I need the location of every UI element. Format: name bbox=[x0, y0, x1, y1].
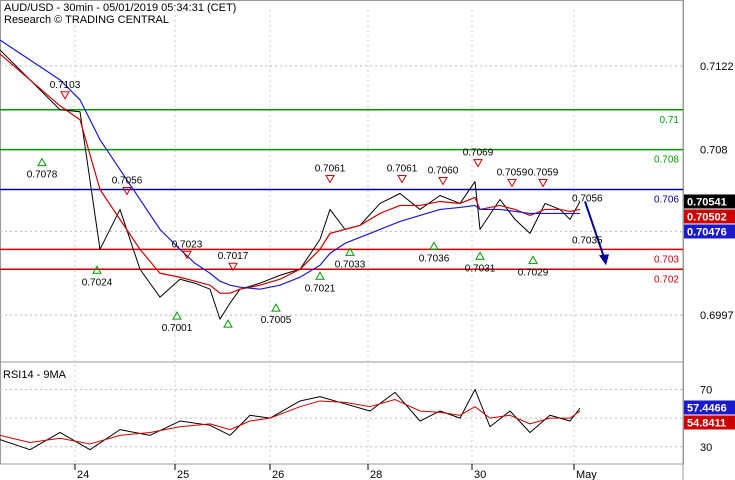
level-label: 0.708 bbox=[654, 155, 679, 166]
rsi-series-line bbox=[0, 388, 581, 451]
swing-low-label: 0.7005 bbox=[261, 315, 292, 326]
swing-low-marker bbox=[315, 271, 325, 280]
swing-high-label: 0.7023 bbox=[172, 239, 203, 250]
swing-low-label: 0.7029 bbox=[518, 267, 549, 278]
value-label: 0.7056 bbox=[572, 193, 603, 204]
swing-high-label: 0.7069 bbox=[463, 148, 494, 159]
rsi-tag-box bbox=[684, 415, 735, 430]
swing-low-label: 0.7024 bbox=[82, 277, 113, 288]
x-tick-label: 30 bbox=[474, 469, 486, 480]
swing-low-marker bbox=[429, 241, 439, 250]
rsi-tick-label: 70 bbox=[700, 384, 712, 396]
price-series-line bbox=[0, 53, 581, 294]
swing-high-marker bbox=[228, 262, 238, 272]
price-tag-text: 0.70502 bbox=[687, 211, 727, 223]
price-tag-text: 0.70541 bbox=[687, 196, 727, 208]
x-tick-label: 28 bbox=[370, 469, 382, 480]
y-tick-label: 0.708 bbox=[700, 145, 728, 157]
swing-low-label: 0.7036 bbox=[419, 253, 450, 264]
plot-frame bbox=[0, 0, 684, 465]
swing-low-marker bbox=[528, 255, 538, 264]
swing-high-marker bbox=[182, 250, 192, 260]
level-label: 0.71 bbox=[660, 115, 680, 126]
value-label: 0.7035 bbox=[572, 235, 603, 246]
swing-high-label: 0.7056 bbox=[112, 175, 143, 186]
price-tag-box bbox=[684, 209, 735, 224]
forecast-arrowhead bbox=[599, 254, 609, 266]
swing-high-marker bbox=[538, 179, 548, 188]
level-label: 0.703 bbox=[654, 254, 679, 265]
level-label: 0.706 bbox=[654, 195, 679, 206]
swing-high-marker bbox=[473, 159, 483, 168]
y-tick-label: 0.7122 bbox=[700, 61, 734, 73]
swing-high-marker bbox=[397, 175, 407, 184]
swing-high-label: 0.7103 bbox=[50, 80, 81, 91]
swing-high-marker bbox=[122, 186, 132, 196]
swing-low-marker bbox=[37, 157, 47, 167]
swing-high-label: 0.7061 bbox=[387, 164, 418, 175]
swing-low-label: 0.7031 bbox=[465, 263, 496, 274]
swing-low-marker bbox=[345, 247, 355, 256]
swing-low-label: 0.7078 bbox=[27, 170, 58, 181]
swing-low-label: 0.7021 bbox=[305, 283, 336, 294]
swing-low-marker bbox=[223, 319, 233, 328]
price-tag-box bbox=[684, 224, 735, 239]
price-series-line bbox=[0, 49, 581, 320]
swing-high-label: 0.7017 bbox=[218, 251, 249, 262]
swing-low-marker bbox=[92, 265, 102, 274]
rsi-tick-label: 30 bbox=[700, 442, 712, 454]
swing-high-label: 0.7060 bbox=[428, 166, 459, 177]
swing-low-marker bbox=[271, 303, 281, 312]
rsi-tag-text: 54.8411 bbox=[687, 417, 726, 429]
swing-low-marker bbox=[475, 251, 485, 260]
x-tick-label: 25 bbox=[177, 469, 189, 480]
price-series-line bbox=[0, 39, 580, 290]
price-tag-box bbox=[684, 194, 735, 209]
swing-high-marker bbox=[60, 91, 70, 100]
swing-low-label: 0.7001 bbox=[162, 323, 193, 334]
forecast-arrow bbox=[584, 201, 605, 258]
rsi-tag-box bbox=[684, 400, 735, 415]
swing-high-label: 0.7059 bbox=[497, 168, 528, 179]
swing-low-label: 0.7033 bbox=[335, 259, 366, 270]
x-tick-label: 24 bbox=[77, 469, 89, 480]
x-tick-label: May bbox=[576, 469, 597, 480]
swing-high-label: 0.7059 bbox=[528, 168, 559, 179]
swing-low-marker bbox=[172, 311, 182, 320]
swing-high-label: 0.7061 bbox=[315, 164, 346, 175]
price-tag-text: 0.70476 bbox=[687, 226, 727, 238]
chart-title: AUD/USD - 30min - 05/01/2019 05:34:31 (C… bbox=[4, 2, 237, 14]
rsi-series-line bbox=[0, 399, 581, 445]
y-tick-label: 0.6997 bbox=[700, 310, 734, 322]
chart-subtitle: Research © TRADING CENTRAL bbox=[4, 14, 169, 26]
rsi-title: RSI14 - 9MA bbox=[3, 369, 67, 381]
level-label: 0.702 bbox=[654, 274, 679, 285]
swing-high-marker bbox=[438, 177, 448, 186]
swing-high-marker bbox=[325, 175, 335, 184]
x-tick-label: 26 bbox=[272, 469, 284, 480]
swing-high-marker bbox=[507, 179, 517, 188]
rsi-tag-text: 57.4466 bbox=[687, 402, 727, 414]
